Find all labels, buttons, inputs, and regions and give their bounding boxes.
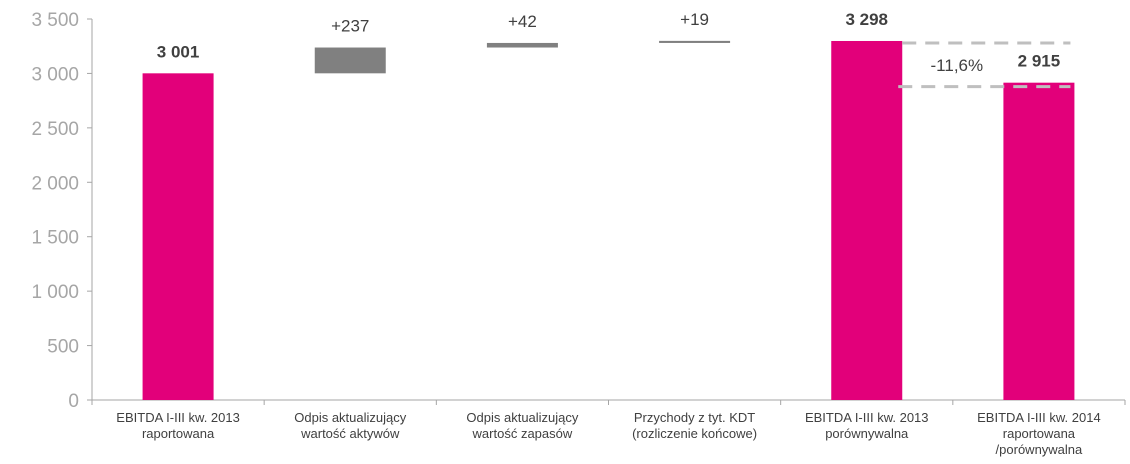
x-tick-label: Odpis aktualizujący wartość aktywów — [294, 410, 406, 441]
data-label: 3 298 — [845, 10, 888, 29]
data-label: +237 — [331, 17, 369, 36]
y-tick-label: 2 000 — [31, 173, 79, 194]
data-label: +19 — [680, 10, 709, 29]
delta-bar — [314, 47, 386, 74]
y-tick-label: 3 000 — [31, 64, 79, 85]
y-tick-label: 0 — [68, 391, 79, 412]
y-tick-label: 1 000 — [31, 282, 79, 303]
total-bar — [1003, 82, 1075, 400]
delta-bar — [486, 42, 558, 48]
data-label: 2 915 — [1018, 52, 1061, 71]
y-tick-label: 2 500 — [31, 119, 79, 140]
y-tick-label: 1 500 — [31, 228, 79, 249]
x-tick-label: Odpis aktualizujący wartość zapasów — [466, 410, 578, 441]
y-tick-label: 500 — [47, 337, 79, 358]
data-label: +42 — [508, 12, 537, 31]
total-bar — [831, 40, 903, 401]
x-tick-label: EBITDA I-III kw. 2013 porównywalna — [805, 410, 929, 441]
change-percent-label: -11,6% — [931, 56, 984, 75]
x-tick-label: Przychody z tyt. KDT (rozliczenie końcowe… — [632, 410, 757, 441]
y-tick-label: 3 500 — [31, 10, 79, 31]
data-label: 3 001 — [157, 42, 200, 61]
x-tick-label: EBITDA I-III kw. 2014 raportowana/porówny… — [977, 410, 1101, 457]
total-bar — [142, 73, 214, 401]
x-tick-label: EBITDA I-III kw. 2013 raportowana — [116, 410, 240, 441]
delta-bar — [659, 40, 731, 43]
